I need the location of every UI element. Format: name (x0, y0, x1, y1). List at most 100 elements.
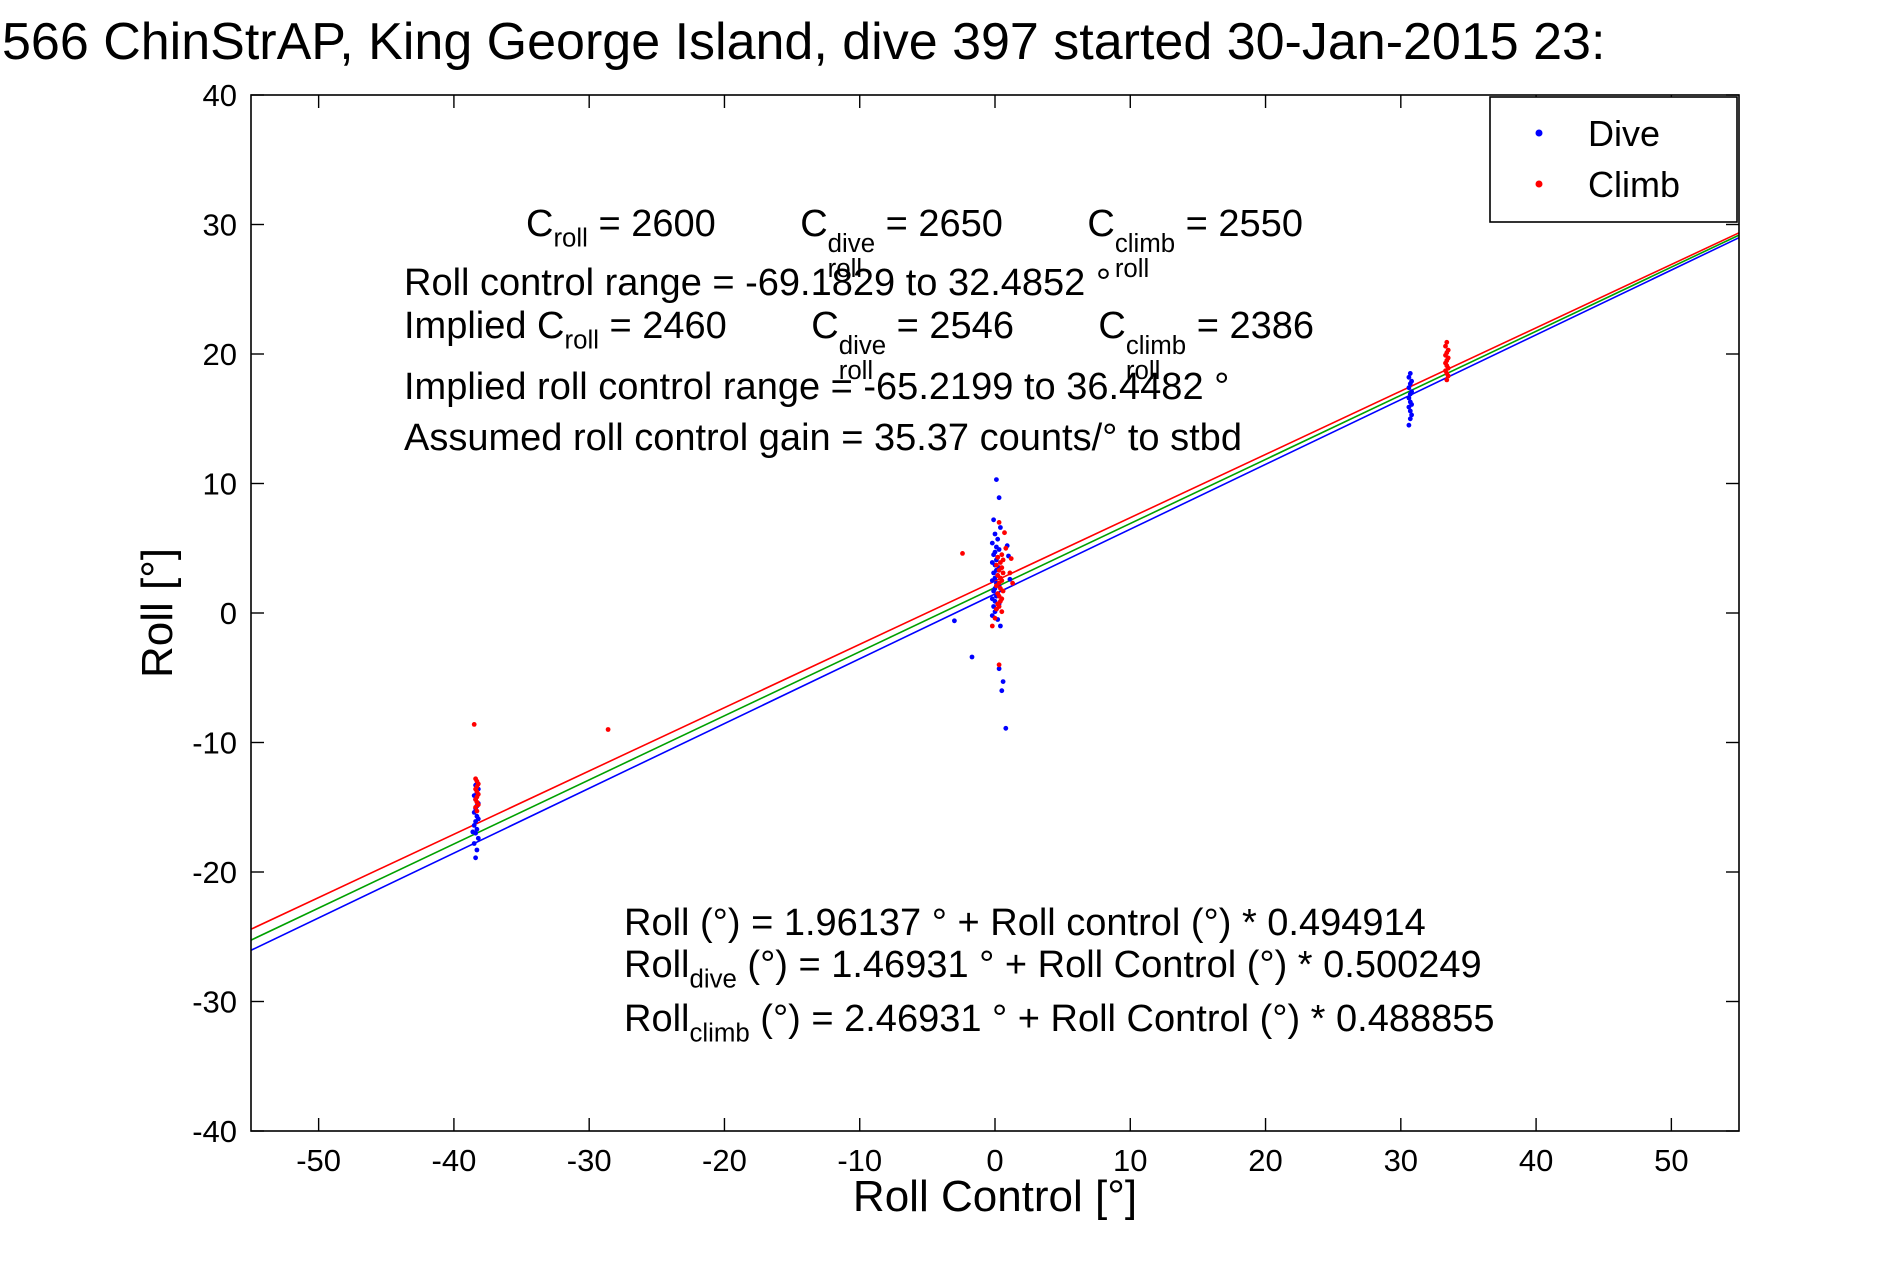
subscript: roll (1114, 254, 1150, 283)
annotation-text: C (526, 203, 554, 245)
data-point-dive (475, 835, 481, 841)
y-tick-label: -40 (192, 1114, 237, 1149)
x-tick-label: -20 (702, 1143, 747, 1178)
data-point-climb (471, 722, 477, 727)
data-point-dive (1000, 679, 1006, 684)
supsub-stack: climb roll (1125, 332, 1187, 385)
data-point-dive (998, 525, 1003, 530)
annotation-text: Assumed roll control gain = 35.37 counts… (404, 417, 1242, 459)
y-tick-label: 40 (203, 78, 237, 113)
annotation-fit_all: Roll (°) = 1.96137 ° + Roll control (°) … (624, 902, 1426, 946)
subscript: roll (564, 326, 599, 355)
annotation-text: Roll (°) = 1.96137 ° + Roll control (°) … (624, 902, 1426, 944)
annotation-text: Implied C (404, 305, 565, 347)
data-point-dive (969, 654, 975, 660)
data-point-dive (1406, 395, 1412, 401)
x-tick-label: 0 (986, 1143, 1003, 1178)
annotation-implied_roll_control_range: Implied roll control range = -65.2199 to… (404, 366, 1229, 410)
data-point-dive (1406, 374, 1412, 380)
annotation-text: Roll control range = -69.1829 to 32.4852… (404, 262, 1112, 304)
x-axis-label: Roll Control [°] (852, 1172, 1138, 1221)
data-point-dive (1407, 416, 1413, 422)
x-tick-label: -50 (296, 1143, 341, 1178)
subscript: climb (689, 1019, 750, 1048)
data-point-dive (474, 813, 480, 819)
annotation-text: C (800, 203, 828, 245)
annotation-text: = 2550 (1175, 203, 1303, 245)
plot-title: 566 ChinStrAP, King George Island, dive … (2, 13, 1606, 71)
data-point-dive (474, 826, 480, 832)
data-point-dive (1407, 408, 1413, 414)
annotation-text: = 2546 (886, 305, 1099, 347)
superscript: climb (1125, 332, 1187, 361)
data-point-dive (991, 517, 996, 523)
data-point-climb (996, 520, 1002, 525)
x-tick-label: 20 (1248, 1143, 1282, 1178)
supsub-stack: dive roll (827, 230, 876, 283)
legend-label-dive: Dive (1588, 113, 1660, 154)
data-point-climb (1444, 377, 1450, 383)
data-point-climb (473, 776, 478, 782)
subscript: dive (689, 965, 737, 994)
data-point-dive (994, 477, 999, 482)
subscript: roll (1125, 356, 1161, 385)
data-point-climb (1000, 588, 1006, 594)
y-tick-label: -10 (192, 726, 237, 761)
data-point-dive (991, 588, 996, 594)
annotation-text: Roll (624, 944, 690, 986)
data-point-dive (991, 552, 996, 558)
data-point-climb (1445, 373, 1451, 379)
data-point-climb (999, 552, 1005, 558)
subscript: roll (553, 224, 588, 253)
annotation-text: = 2460 (598, 305, 812, 347)
data-point-dive (471, 841, 477, 846)
annotation-text: (°) = 1.46931 ° + Roll Control (°) * 0.5… (736, 944, 1482, 986)
annotation-text: = 2600 (587, 203, 801, 245)
data-point-climb (995, 554, 1001, 560)
annotation-text: (°) = 2.46931 ° + Roll Control (°) * 0.4… (749, 998, 1495, 1040)
legend-marker-climb (1535, 180, 1543, 188)
data-point-climb (992, 615, 998, 621)
data-point-dive (471, 823, 477, 828)
y-tick-label: 20 (203, 337, 237, 372)
x-tick-label: 10 (1113, 1143, 1147, 1178)
data-point-climb (994, 562, 999, 568)
data-point-dive (473, 855, 478, 861)
data-point-dive (474, 847, 480, 853)
fit-line-dive (250, 236, 1740, 951)
annotation-text: Roll (624, 998, 690, 1040)
data-point-climb (605, 727, 611, 732)
data-point-dive (999, 688, 1005, 694)
annotation-fit_climb: Rollclimb (°) = 2.46931 ° + Roll Control… (624, 998, 1495, 1049)
y-tick-label: 30 (203, 208, 237, 243)
y-tick-label: 10 (203, 467, 237, 502)
annotation-fit_dive: Rolldive (°) = 1.46931 ° + Roll Control … (624, 944, 1482, 995)
x-tick-label: -30 (567, 1143, 612, 1178)
annotation-text: = 2386 (1186, 305, 1314, 347)
data-point-dive (1406, 385, 1412, 391)
annotation-text: Implied roll control range = -65.2199 to… (404, 366, 1230, 408)
data-point-dive (1409, 412, 1414, 418)
subscript: roll (838, 356, 874, 385)
data-point-dive (996, 495, 1002, 501)
data-point-climb (1444, 339, 1450, 345)
data-point-dive (1007, 576, 1013, 582)
data-point-dive (1407, 381, 1413, 387)
data-point-climb (998, 560, 1003, 565)
data-point-climb (1002, 530, 1007, 536)
data-point-dive (998, 623, 1003, 629)
data-point-climb (1443, 343, 1448, 349)
subscript: roll (827, 254, 863, 283)
data-point-dive (1407, 371, 1413, 376)
data-point-dive (992, 531, 998, 537)
annotation-text: = 2650 (875, 203, 1088, 245)
x-tick-label: -10 (837, 1143, 882, 1178)
data-point-dive (1407, 391, 1413, 397)
data-point-climb (996, 567, 1002, 573)
data-point-dive (995, 536, 1001, 542)
superscript: dive (827, 230, 876, 259)
superscript: dive (838, 332, 887, 361)
